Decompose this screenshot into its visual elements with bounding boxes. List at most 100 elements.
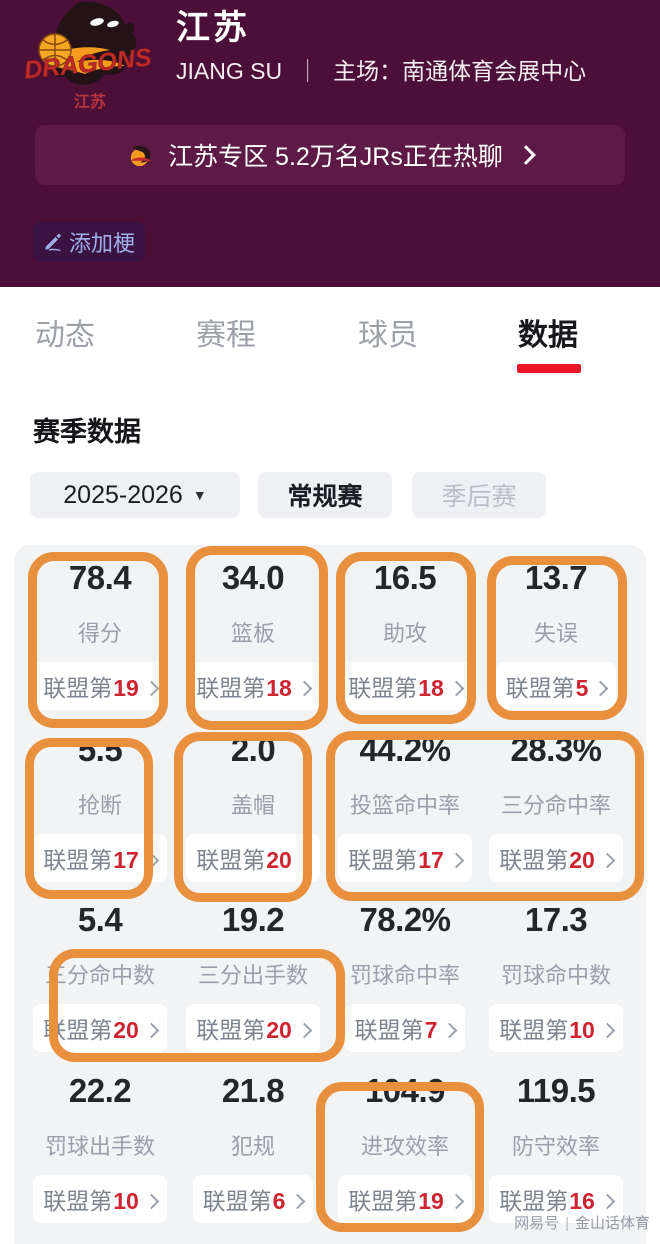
league-rank-link[interactable]: 联盟第20: [186, 1004, 320, 1052]
stat-card-ft-attempts: 22.2 罚球出手数 联盟第10: [25, 1073, 175, 1223]
stat-value: 119.5: [516, 1072, 596, 1109]
banner-text: 江苏专区 5.2万名JRs正在热聊: [168, 143, 503, 171]
rank-prefix: 联盟第: [43, 847, 113, 873]
rank-prefix: 联盟第: [43, 675, 113, 701]
stat-value: 44.2%: [359, 731, 451, 768]
league-rank-link[interactable]: 联盟第19: [338, 1175, 472, 1223]
league-rank-link[interactable]: 联盟第10: [33, 1175, 167, 1223]
league-rank-link[interactable]: 联盟第6: [192, 1175, 314, 1223]
playoffs-filter[interactable]: 季后赛: [412, 472, 546, 518]
rank-prefix: 联盟第: [196, 675, 266, 701]
stat-card-off-rating: 104.9 进攻效率 联盟第19: [330, 1073, 480, 1223]
league-rank-link[interactable]: 联盟第20: [33, 1004, 167, 1052]
rank-prefix: 联盟第: [499, 847, 569, 873]
subtitle-divider: ｜: [296, 58, 320, 84]
league-rank-link[interactable]: 联盟第20: [489, 834, 623, 882]
active-tab-underline: [517, 364, 581, 373]
stat-card-def-rating: 119.5 防守效率 联盟第16: [481, 1073, 631, 1223]
rank-number: 19: [418, 1188, 444, 1214]
watermark-author: 金山话体育: [574, 1215, 650, 1232]
stat-card-blocks: 2.0 盖帽 联盟第20: [178, 732, 328, 882]
rank-prefix: 联盟第: [196, 1017, 266, 1043]
league-rank-link[interactable]: 联盟第16: [489, 1175, 623, 1223]
chevron-right-icon: [143, 1022, 160, 1039]
stat-label: 投篮命中率: [349, 793, 460, 818]
rank-prefix: 联盟第: [202, 1188, 272, 1214]
stat-label: 罚球命中率: [349, 963, 460, 988]
stat-label: 篮板: [230, 621, 275, 646]
stat-card-3p-pct: 28.3% 三分命中率 联盟第20: [481, 732, 631, 882]
rank-prefix: 联盟第: [499, 1188, 569, 1214]
league-rank-link[interactable]: 联盟第18: [186, 662, 320, 710]
rank-number: 16: [569, 1188, 595, 1214]
season-selector[interactable]: 2025-2026 ▼: [30, 472, 240, 518]
rank-number: 10: [113, 1188, 139, 1214]
stat-value: 78.2%: [359, 901, 451, 938]
stat-label: 盖帽: [230, 793, 275, 818]
stat-value: 28.3%: [510, 731, 602, 768]
rank-prefix: 联盟第: [43, 1017, 113, 1043]
rank-prefix: 联盟第: [505, 675, 575, 701]
league-rank-link[interactable]: 联盟第17: [33, 834, 167, 882]
season-selector-label: 2025-2026: [63, 480, 183, 509]
rank-prefix: 联盟第: [348, 1188, 418, 1214]
league-rank-link[interactable]: 联盟第10: [489, 1004, 623, 1052]
team-name-en: JIANG SU: [176, 58, 283, 84]
stat-label: 三分命中率: [500, 793, 611, 818]
stat-value: 34.0: [221, 559, 285, 596]
chevron-right-icon: [448, 680, 465, 697]
stat-value: 13.7: [524, 559, 588, 596]
rank-prefix: 联盟第: [348, 675, 418, 701]
stat-card-rebounds: 34.0 篮板 联盟第18: [178, 560, 328, 710]
tab-players[interactable]: 球员: [358, 319, 418, 352]
league-rank-link[interactable]: 联盟第17: [338, 834, 472, 882]
stat-label: 得分: [77, 621, 122, 646]
league-rank-link[interactable]: 联盟第20: [186, 834, 320, 882]
league-rank-link[interactable]: 联盟第5: [495, 662, 617, 710]
stat-value: 21.8: [221, 1072, 285, 1109]
team-logo-dragons: DRAGONS 江苏: [25, 1, 153, 111]
league-rank-link[interactable]: 联盟第19: [33, 662, 167, 710]
stat-card-steals: 5.5 抢断 联盟第17: [25, 732, 175, 882]
chevron-right-icon: [296, 1022, 313, 1039]
stat-card-turnovers: 13.7 失误 联盟第5: [481, 560, 631, 710]
rank-number: 10: [569, 1017, 595, 1043]
tab-data[interactable]: 数据: [518, 319, 578, 352]
pencil-icon: [45, 234, 61, 252]
stat-card-3p-attempts: 19.2 三分出手数 联盟第20: [178, 902, 328, 1052]
league-rank-link[interactable]: 联盟第18: [338, 662, 472, 710]
stat-value: 2.0: [230, 731, 276, 768]
chevron-right-icon: [442, 1022, 458, 1039]
stat-label: 助攻: [382, 621, 427, 646]
team-header: DRAGONS 江苏 江苏 JIANG SU ｜ 主场：南通体育会展中心 江苏专区 …: [0, 0, 660, 287]
stat-label: 三分出手数: [197, 963, 308, 988]
rank-number: 20: [266, 847, 292, 873]
league-rank-link[interactable]: 联盟第7: [344, 1004, 466, 1052]
team-name: 江苏: [176, 9, 250, 47]
chevron-right-icon: [448, 1193, 465, 1210]
stat-label: 三分命中数: [44, 963, 155, 988]
rank-number: 18: [266, 675, 292, 701]
rank-number: 6: [272, 1188, 286, 1214]
chevron-right-icon: [143, 680, 160, 697]
regular-season-filter[interactable]: 常规赛: [258, 472, 392, 518]
rank-prefix: 联盟第: [354, 1017, 424, 1043]
rank-prefix: 联盟第: [43, 1188, 113, 1214]
chevron-right-icon: [599, 1022, 616, 1039]
rank-number: 17: [113, 847, 139, 873]
fan-zone-banner[interactable]: 江苏专区 5.2万名JRs正在热聊: [35, 125, 625, 185]
season-data-title: 赛季数据: [33, 417, 141, 447]
stat-card-fg-pct: 44.2% 投篮命中率 联盟第17: [330, 732, 480, 882]
stat-card-3p-made: 5.4 三分命中数 联盟第20: [25, 902, 175, 1052]
stat-card-ft-made: 17.3 罚球命中数 联盟第10: [481, 902, 631, 1052]
chevron-right-icon: [143, 852, 160, 869]
chevron-right-icon: [296, 852, 313, 869]
rank-number: 17: [418, 847, 444, 873]
rank-number: 20: [113, 1017, 139, 1043]
tab-schedule[interactable]: 赛程: [196, 319, 256, 352]
chevron-right-icon: [143, 1193, 160, 1210]
stat-label: 罚球命中数: [500, 963, 611, 988]
tab-dynamics[interactable]: 动态: [35, 319, 95, 352]
add-meme-button[interactable]: 添加梗: [33, 222, 145, 262]
stat-card-assists: 16.5 助攻 联盟第18: [330, 560, 480, 710]
